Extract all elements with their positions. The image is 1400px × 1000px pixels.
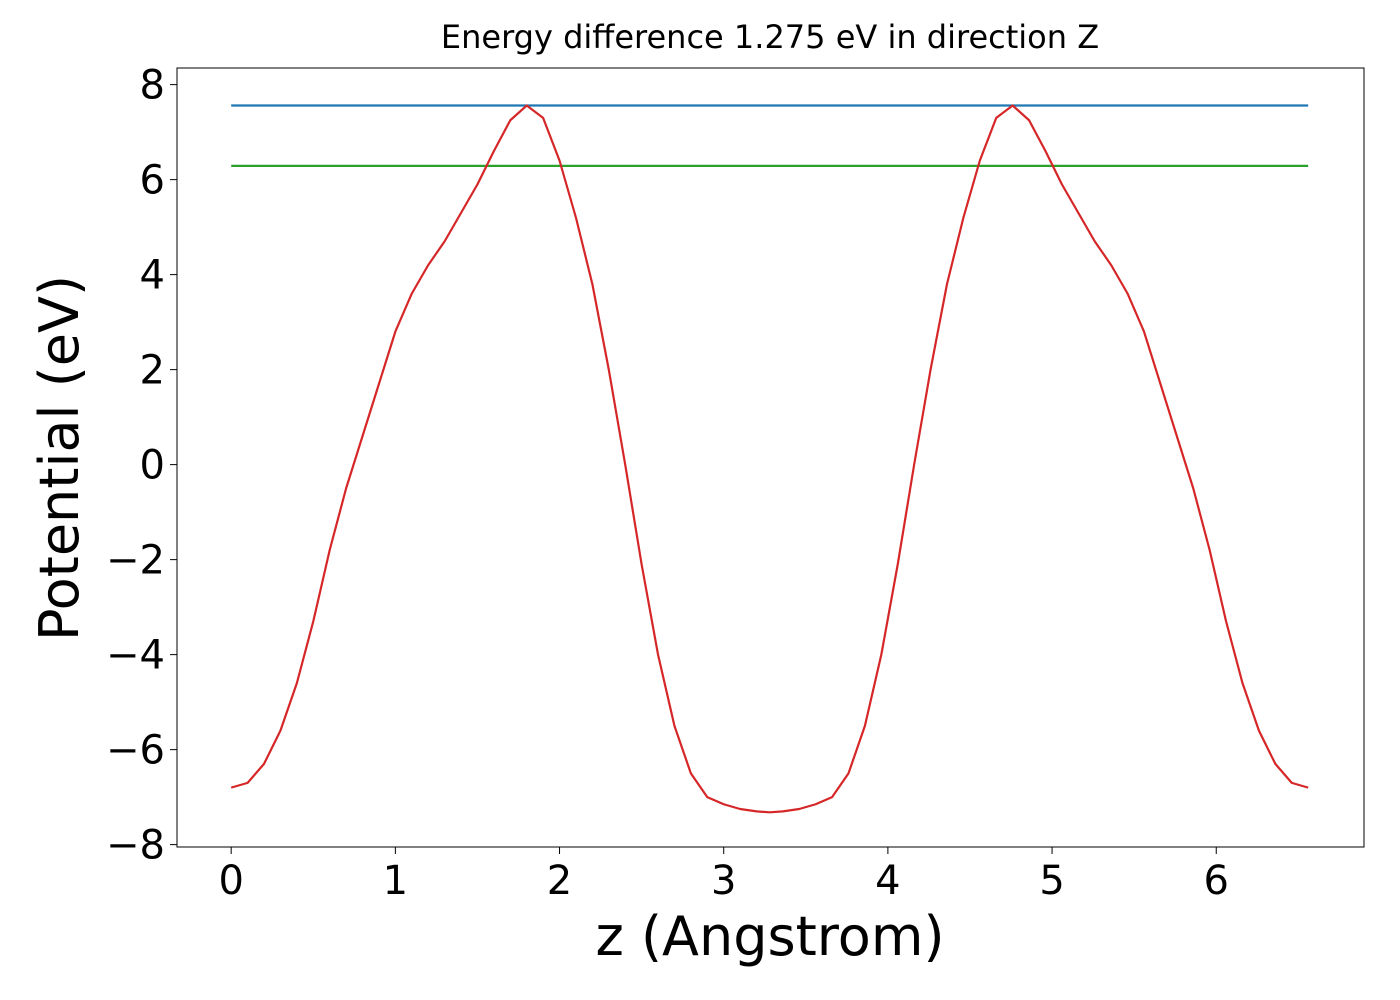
- y-tick-label: 0: [140, 443, 165, 489]
- x-axis-label: z (Angstrom): [595, 905, 944, 968]
- y-tick-label: 2: [140, 348, 165, 394]
- y-tick-label: −6: [106, 728, 165, 774]
- y-axis-label: Potential (eV): [28, 275, 91, 641]
- x-tick-label: 3: [711, 858, 736, 904]
- y-tick-label: 6: [140, 158, 165, 204]
- line-series: [230, 104, 1309, 814]
- y-tick-label: −8: [106, 823, 165, 869]
- x-tick-label: 6: [1204, 858, 1229, 904]
- y-tick-label: 8: [140, 63, 165, 109]
- x-tick-label: 4: [875, 858, 900, 904]
- x-tick-label: 1: [383, 858, 408, 904]
- y-tick-label: −4: [106, 633, 165, 679]
- x-tick-label: 0: [218, 858, 243, 904]
- plot-frame: [176, 67, 1365, 848]
- y-tick-label: 4: [140, 253, 165, 299]
- y-tick-label: −2: [106, 538, 165, 584]
- x-tick-label: 5: [1039, 858, 1064, 904]
- x-tick-label: 2: [547, 858, 572, 904]
- chart-title: Energy difference 1.275 eV in direction …: [441, 18, 1099, 56]
